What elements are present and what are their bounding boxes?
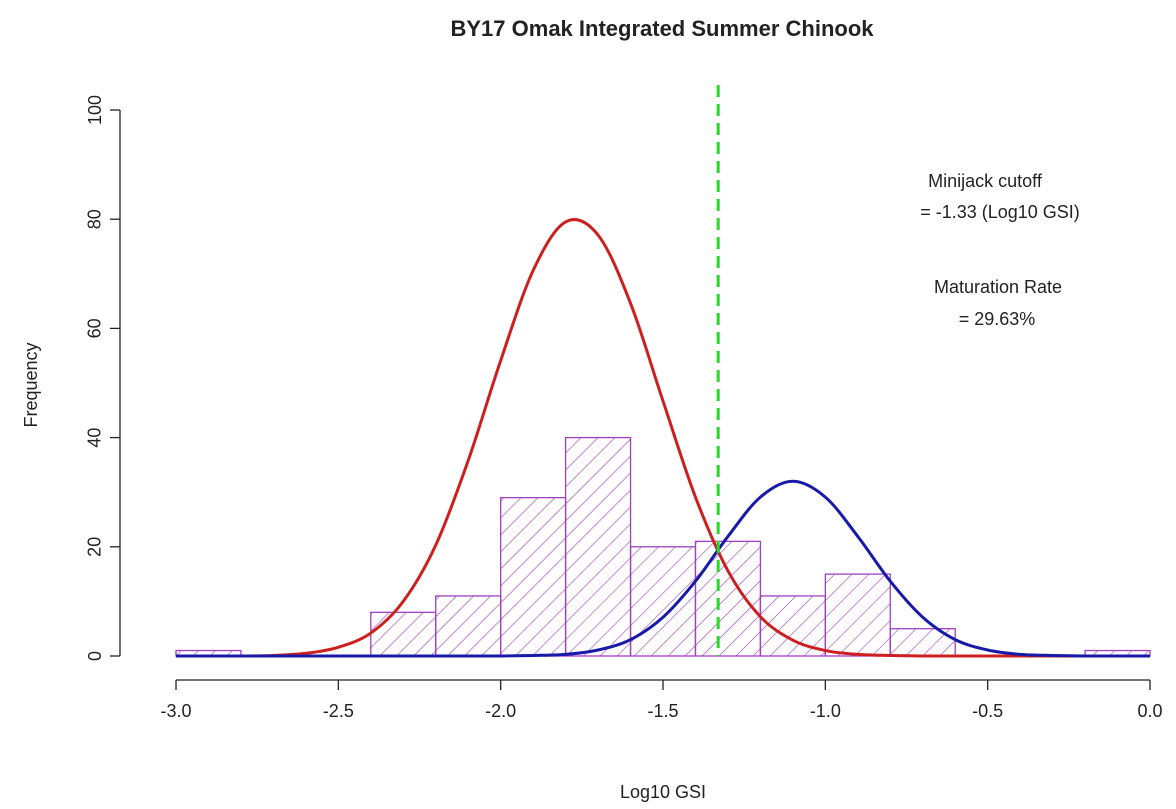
x-tick-label: -3.0	[160, 701, 191, 721]
annotation: = -1.33 (Log10 GSI)	[920, 202, 1080, 222]
histogram-bar	[435, 595, 502, 657]
y-tick-label: 40	[85, 428, 105, 448]
x-tick-label: -1.5	[647, 701, 678, 721]
y-tick-label: 20	[85, 537, 105, 557]
x-tick-label: 0.0	[1137, 701, 1162, 721]
annotation: Minijack cutoff	[928, 171, 1043, 191]
y-axis-label: Frequency	[21, 342, 41, 427]
x-tick-label: -1.0	[810, 701, 841, 721]
x-tick-label: -0.5	[972, 701, 1003, 721]
histogram-bar	[694, 540, 762, 657]
histogram-bar	[500, 497, 567, 657]
annotation: Maturation Rate	[934, 277, 1062, 297]
x-tick-label: -2.0	[485, 701, 516, 721]
x-axis-label: Log10 GSI	[620, 782, 706, 802]
y-tick-label: 100	[85, 95, 105, 125]
y-tick-label: 80	[85, 209, 105, 229]
histogram-bar	[564, 436, 632, 657]
y-tick-label: 60	[85, 318, 105, 338]
annotation: = 29.63%	[959, 309, 1036, 329]
histogram-bar	[370, 611, 437, 657]
density-curve	[176, 479, 1150, 658]
histogram-bar	[629, 546, 697, 657]
x-tick-label: -2.5	[323, 701, 354, 721]
y-tick-label: 0	[85, 651, 105, 661]
density-curve	[176, 218, 1150, 658]
histogram-bar	[824, 573, 891, 657]
chart-title: BY17 Omak Integrated Summer Chinook	[451, 16, 875, 41]
